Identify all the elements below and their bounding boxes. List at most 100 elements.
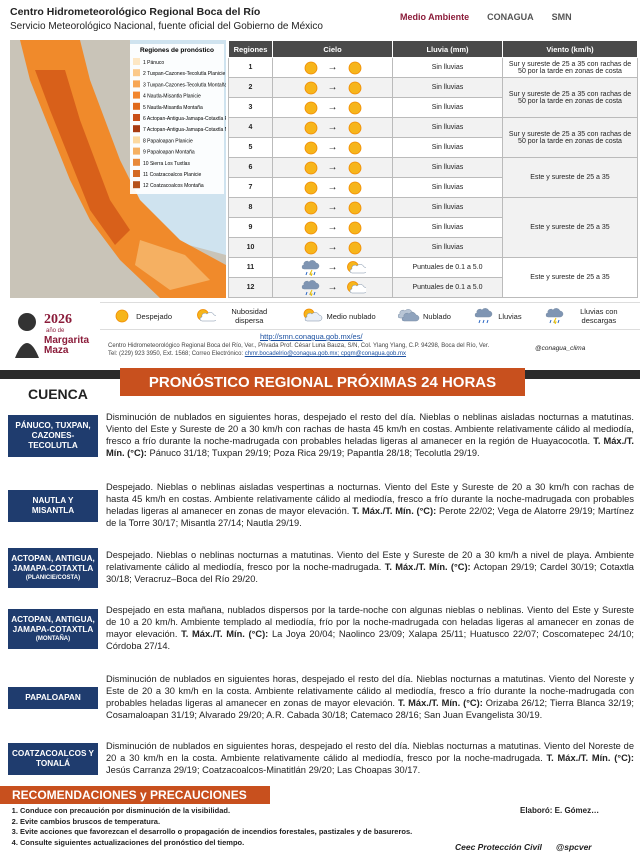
cloud xyxy=(304,312,322,322)
region-number: 12 xyxy=(228,277,273,298)
table-row: 7 → Sin lluvias xyxy=(228,177,638,198)
table-row: 2 → Sin lluvias Sur y sureste de 25 a 35 co… xyxy=(228,77,638,118)
table-header: Regiones Cielo Lluvia (mm) Viento (km/h) xyxy=(228,40,638,58)
sky: → xyxy=(272,197,393,218)
map-legend: 1 Pánuco 2 Tuxpan-Cazones-Tecolutla Plani… xyxy=(133,58,226,189)
weather-icon xyxy=(304,61,317,74)
cloud xyxy=(349,283,366,293)
legend-item: Nublado xyxy=(398,303,451,329)
logo: SMN xyxy=(551,12,572,22)
sun xyxy=(115,309,129,323)
region-label: 9 Papaloapan Montaña xyxy=(143,150,195,156)
portrait xyxy=(15,313,39,358)
temp-label: T. Máx./T. Mín. (°C): xyxy=(546,753,635,764)
basin-name: PÁNUCO, TUXPAN, CAZONES-TECOLUTLA xyxy=(15,420,91,451)
region-swatch xyxy=(133,125,140,133)
rain: Puntuales de 0.1 a 5.0 xyxy=(392,277,503,298)
temps: Orizaba 26/12; Tierra Blanca 32/19; Cosa… xyxy=(106,698,635,720)
sun xyxy=(304,201,317,214)
description: Disminución de nublados en siguientes ho… xyxy=(106,412,634,446)
sun xyxy=(348,141,361,154)
rain xyxy=(478,319,489,324)
address-text: Centro Hidrometeorológico Regional Boca … xyxy=(108,343,490,349)
weather-icon xyxy=(304,201,317,214)
cloud xyxy=(545,308,564,318)
weather-icon xyxy=(301,259,319,276)
basin-name: ACTOPAN, ANTIGUA, JAMAPA-COTAXTLA xyxy=(11,554,95,574)
weather-icon xyxy=(348,101,361,114)
forecast-title: PRONÓSTICO REGIONAL PRÓXIMAS 24 HORAS xyxy=(120,368,525,396)
rain: Puntuales de 0.1 a 5.0 xyxy=(392,257,503,278)
table-row: 1 → Sin lluvias Sur y sureste de 25 a 35 co… xyxy=(228,57,638,78)
region-swatch xyxy=(133,80,140,88)
legend-label: Nublado xyxy=(423,311,451,321)
rain: Sin lluvias xyxy=(392,197,503,218)
region-number: 9 xyxy=(228,217,273,238)
basin-name: NAUTLA Y MISANTLA xyxy=(31,495,75,515)
social: @conagua_clima xyxy=(535,345,586,352)
forecast-text: Despejado. Nieblas o neblinas nocturnas … xyxy=(106,550,634,586)
rain: Sin lluvias xyxy=(392,97,503,118)
column-header: Regiones xyxy=(228,40,273,58)
weather-icon xyxy=(474,308,493,324)
region-swatch xyxy=(133,158,140,166)
region-number: 7 xyxy=(228,177,273,198)
sun xyxy=(348,81,361,94)
sky-icons: → xyxy=(276,220,389,236)
rain: Sin lluvias xyxy=(392,177,503,198)
column-header: Viento (km/h) xyxy=(502,40,638,58)
wind: Sur y sureste de 25 a 35 con rachas de 5… xyxy=(502,77,638,118)
sun xyxy=(304,181,317,194)
region-label: 3 Tuxpan-Cazones-Tecolutla Montaña xyxy=(143,82,226,88)
forecast-text: Disminución de nublados en siguientes ho… xyxy=(106,674,634,722)
legend-item: Lluvias xyxy=(473,303,522,329)
sky: → xyxy=(272,77,393,98)
column-header: Lluvia (mm) xyxy=(392,40,503,58)
map-legend-title: Regiones de pronóstico xyxy=(140,47,214,54)
sun xyxy=(348,61,361,74)
basin-box: ACTOPAN, ANTIGUA, JAMAPA-COTAXTLA (MONTAÑ… xyxy=(8,609,98,649)
link[interactable]: http://smn.conagua.gob.mx/es/ xyxy=(260,332,363,341)
weather-icon xyxy=(348,221,361,234)
temps: Pánuco 31/18; Tuxpan 29/19; Poza Rica 29… xyxy=(149,447,480,458)
arrow: → xyxy=(327,122,338,133)
region-number: 4 xyxy=(228,117,273,138)
year-logo: 2026 año de Margarita Maza xyxy=(12,306,98,362)
sun xyxy=(304,141,317,154)
logo: CONAGUA xyxy=(487,12,534,22)
cloud xyxy=(401,312,420,322)
sky: → xyxy=(272,237,393,258)
region-label: 12 Coatzacoalcos Montaña xyxy=(143,183,204,189)
forecast-table: Regiones Cielo Lluvia (mm) Viento (km/h) 1 → S… xyxy=(228,40,638,298)
weather-icon xyxy=(348,141,361,154)
arrow: → xyxy=(327,282,338,293)
legend-item: Lluvias con descargas xyxy=(544,303,629,329)
arrow: → xyxy=(327,162,338,173)
arrow: → xyxy=(327,222,338,233)
cloud xyxy=(301,279,319,289)
forecast-entry: ACTOPAN, ANTIGUA, JAMAPA-COTAXTLA (MONTAÑ… xyxy=(8,598,634,660)
rain: Sin lluvias xyxy=(392,77,503,98)
weather-icon xyxy=(197,309,217,322)
forecast-entry: NAUTLA Y MISANTLA Despejado. Nieblas o ne… xyxy=(8,475,634,537)
sky: → xyxy=(272,277,393,298)
region-label: 1 Pánuco xyxy=(143,60,164,66)
basin-note: (PLANICIE/COSTA) xyxy=(25,574,81,581)
region-number: 2 xyxy=(228,77,273,98)
sun xyxy=(304,161,317,174)
region-swatch xyxy=(133,114,140,121)
wind: Este y sureste de 25 a 35 xyxy=(502,197,638,258)
sun xyxy=(304,101,317,114)
sun xyxy=(348,221,361,234)
description: Despejado. Nieblas o neblinas nocturnas … xyxy=(106,550,634,573)
temp-label: T. Máx./T. Mín. (°C): xyxy=(181,629,269,639)
region-number: 6 xyxy=(228,157,273,178)
sky-icons: → xyxy=(276,259,389,276)
map-legend-box xyxy=(130,44,224,194)
sun xyxy=(304,81,317,94)
region-swatch xyxy=(133,136,140,144)
sky: → xyxy=(272,217,393,238)
map: Regiones de pronóstico 1 Pánuco 2 Tuxpan-… xyxy=(10,40,226,298)
region-label: 4 Nautla-Misantla Planicie xyxy=(143,94,201,100)
social-link: @spcver xyxy=(555,842,592,852)
